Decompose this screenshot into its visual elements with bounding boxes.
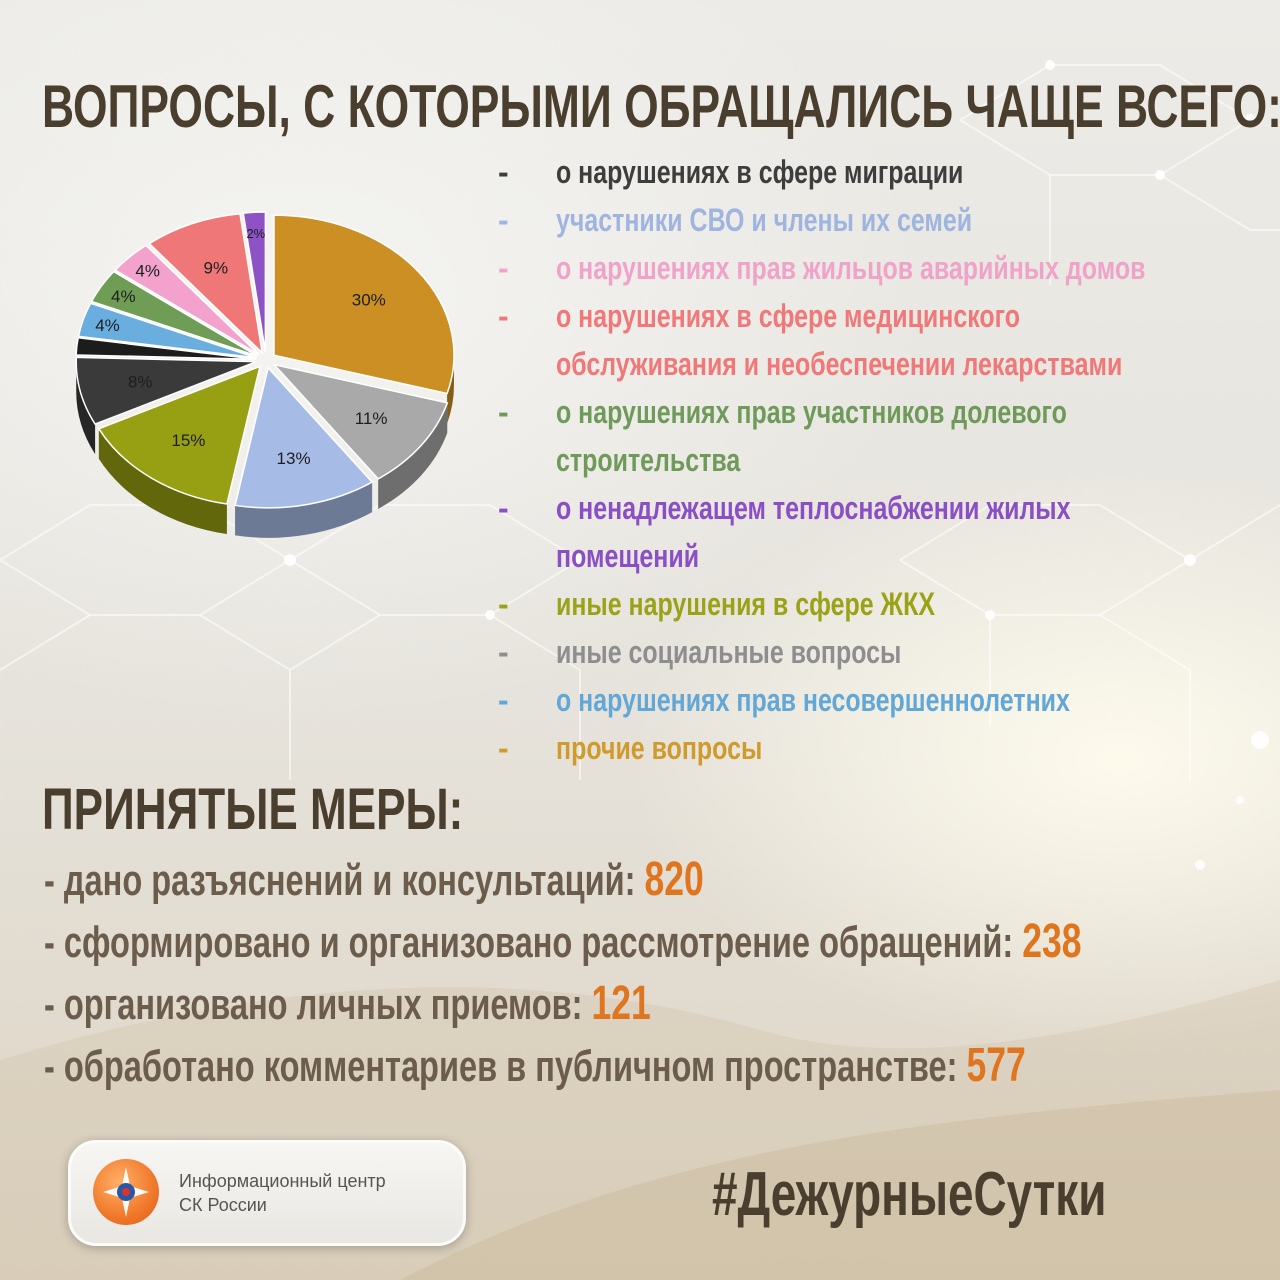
pie-slice-side xyxy=(235,482,373,538)
pie-slice xyxy=(273,214,455,395)
legend-marker: - xyxy=(498,298,509,334)
pie-slice xyxy=(97,365,262,505)
pie-chart: 30% 11% 13% 15% 8% 4% 4% 4% 9% 2% xyxy=(75,211,455,538)
legend-item: - иные нарушения в сфере ЖКХ xyxy=(490,580,1250,628)
measures-title: ПРИНЯТЫЕ МЕРЫ: xyxy=(42,777,464,842)
pie-slice xyxy=(75,336,257,361)
pie-label: 8% xyxy=(128,372,153,391)
legend-item: - о нарушениях в сфере медицинского обслуж… xyxy=(490,292,1250,388)
legend-label: о нарушениях прав участников долевого xyxy=(556,394,1067,430)
legend-marker: - xyxy=(498,394,509,430)
legend-label: иные социальные вопросы xyxy=(556,634,902,670)
legend-item: - о нарушениях прав жильцов аварийных дом… xyxy=(490,244,1250,292)
legend-label: о ненадлежащем теплоснабжении жилых xyxy=(556,490,1071,526)
pie-slice xyxy=(113,244,260,356)
legend-label: о нарушениях прав жильцов аварийных домо… xyxy=(556,250,1146,286)
legend-item: - о нарушениях прав участников долевого ст… xyxy=(490,388,1250,484)
legend-item: - участники СВО и члены их семей xyxy=(490,196,1250,244)
pie-label: 4% xyxy=(95,316,120,335)
pie-label: 4% xyxy=(135,262,160,281)
pie-label: 9% xyxy=(204,259,229,278)
pie-slice xyxy=(77,302,257,359)
page-title: ВОПРОСЫ, С КОТОРЫМИ ОБРАЩАЛИСЬ ЧАЩЕ ВСЕГ… xyxy=(42,73,1280,140)
measure-value: 820 xyxy=(644,853,704,906)
legend: - о нарушениях в сфере миграции - участники… xyxy=(490,148,1250,772)
emblem-icon xyxy=(93,1159,159,1225)
logo-line: Информационный центр xyxy=(179,1171,386,1191)
pie-label: 15% xyxy=(171,431,205,450)
legend-label: строительства xyxy=(556,442,741,478)
logo-card: Информационный центр СК России xyxy=(68,1140,466,1246)
measure-item: - обработано комментариев в публичном пр… xyxy=(44,1036,1026,1096)
legend-marker: - xyxy=(498,202,509,238)
measure-text: - сформировано и организовано рассмотрен… xyxy=(44,918,1023,967)
legend-item: - прочие вопросы xyxy=(490,724,1250,772)
legend-label: о нарушениях прав несовершеннолетних xyxy=(556,682,1070,718)
measure-value: 121 xyxy=(591,977,651,1030)
legend-item: - о нарушениях прав несовершеннолетних xyxy=(490,676,1250,724)
legend-marker: - xyxy=(498,490,509,526)
legend-label: прочие вопросы xyxy=(556,730,763,766)
pie-slice xyxy=(75,356,257,426)
measure-item: - организовано личных приемов: 121 xyxy=(44,974,651,1034)
legend-marker: - xyxy=(498,730,509,766)
pie-label: 2% xyxy=(246,226,265,241)
legend-marker: - xyxy=(498,250,509,286)
measure-text: - обработано комментариев в публичном пр… xyxy=(44,1042,967,1091)
legend-item: - иные социальные вопросы xyxy=(490,628,1250,676)
legend-marker: - xyxy=(498,586,509,622)
legend-label: о нарушениях в сфере медицинского xyxy=(556,298,1020,334)
legend-label: помещений xyxy=(556,538,700,574)
hashtag: #ДежурныеСутки xyxy=(712,1160,1107,1229)
pie-slice xyxy=(234,366,374,509)
measure-text: - организовано личных приемов: xyxy=(44,980,592,1029)
measure-value: 238 xyxy=(1022,915,1082,968)
pie-slice-side xyxy=(378,402,448,509)
pie-slice xyxy=(242,211,267,353)
legend-label: участники СВО и члены их семей xyxy=(556,202,973,238)
pie-slice xyxy=(90,270,258,357)
pie-slice xyxy=(148,212,264,355)
legend-marker: - xyxy=(498,682,509,718)
legend-marker: - xyxy=(498,634,509,670)
measure-value: 577 xyxy=(966,1039,1026,1092)
measure-text: - дано разъяснений и консультаций: xyxy=(44,856,645,905)
measure-item: - сформировано и организовано рассмотрен… xyxy=(44,912,1082,972)
legend-label: иные нарушения в сфере ЖКХ xyxy=(556,586,935,622)
measure-item: - дано разъяснений и консультаций: 820 xyxy=(44,850,704,910)
pie-label: 4% xyxy=(111,287,136,306)
legend-item: - о ненадлежащем теплоснабжении жилых поме… xyxy=(490,484,1250,580)
pie-label: 11% xyxy=(355,409,388,428)
pie-slice xyxy=(272,363,449,480)
logo-text: Информационный центр СК России xyxy=(179,1169,386,1217)
pie-slice-side xyxy=(98,428,227,535)
legend-label: о нарушениях в сфере миграции xyxy=(556,154,964,190)
legend-marker: - xyxy=(498,154,509,190)
legend-item: - о нарушениях в сфере миграции xyxy=(490,148,1250,196)
pie-label: 13% xyxy=(277,449,311,468)
pie-slice-side xyxy=(447,355,454,424)
pie-label: 30% xyxy=(352,290,386,309)
legend-label: обслуживания и необеспечении лекарствами xyxy=(556,346,1123,382)
logo-line: СК России xyxy=(179,1195,267,1215)
